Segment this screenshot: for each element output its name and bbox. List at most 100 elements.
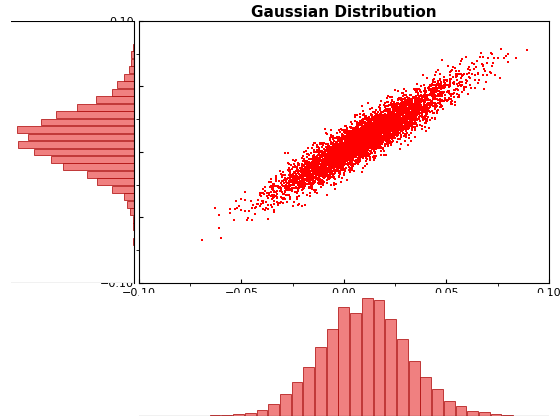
Point	[323, 159, 332, 165]
Point	[349, 152, 358, 158]
Point	[410, 104, 419, 111]
Point	[356, 140, 365, 147]
Point	[349, 139, 358, 146]
Point	[321, 165, 330, 172]
Point	[371, 132, 380, 139]
Point	[342, 150, 351, 157]
Point	[348, 154, 357, 161]
Point	[379, 113, 388, 120]
Point	[403, 102, 412, 108]
Point	[359, 138, 368, 144]
Point	[421, 113, 430, 120]
Point	[374, 116, 383, 123]
Point	[339, 136, 348, 143]
Point	[487, 70, 496, 77]
Point	[402, 104, 410, 111]
Point	[344, 139, 353, 146]
Point	[321, 155, 330, 162]
Point	[405, 117, 414, 124]
Point	[432, 83, 441, 90]
Point	[376, 123, 385, 130]
Point	[344, 149, 353, 155]
Point	[294, 168, 303, 175]
Point	[444, 63, 452, 70]
Point	[407, 138, 416, 145]
Point	[421, 93, 430, 100]
Point	[355, 158, 364, 165]
Point	[351, 161, 360, 168]
Point	[404, 111, 413, 118]
Point	[367, 126, 376, 133]
Point	[309, 173, 318, 179]
Point	[329, 163, 338, 170]
Point	[319, 166, 328, 173]
Point	[465, 82, 474, 89]
Point	[330, 158, 339, 165]
Point	[338, 153, 347, 160]
Point	[423, 94, 432, 101]
Point	[381, 135, 390, 142]
Point	[357, 122, 366, 129]
Point	[408, 97, 417, 104]
Point	[340, 141, 349, 147]
Point	[330, 147, 339, 154]
Point	[377, 115, 386, 121]
Point	[340, 146, 349, 153]
Point	[381, 132, 390, 139]
Point	[363, 134, 372, 141]
Point	[332, 155, 341, 162]
Point	[314, 180, 323, 187]
Point	[388, 122, 396, 129]
Point	[381, 129, 390, 136]
Point	[356, 133, 365, 140]
Point	[376, 120, 385, 127]
Point	[414, 101, 423, 108]
Point	[446, 76, 455, 82]
Point	[372, 131, 381, 138]
Bar	[421, 377, 431, 416]
Point	[421, 108, 430, 115]
Point	[332, 151, 341, 158]
Point	[392, 115, 401, 122]
Point	[321, 169, 330, 176]
Point	[395, 135, 404, 142]
Point	[440, 81, 449, 88]
Point	[306, 159, 315, 166]
Point	[393, 118, 402, 125]
Point	[404, 100, 413, 106]
Point	[359, 147, 368, 153]
Point	[462, 80, 471, 87]
Point	[346, 149, 354, 156]
Point	[416, 82, 425, 89]
Point	[401, 111, 410, 118]
Point	[393, 112, 402, 118]
Point	[365, 126, 374, 132]
Point	[330, 171, 339, 178]
Bar	[112, 186, 134, 193]
Point	[292, 167, 301, 174]
Bar	[467, 411, 478, 416]
Point	[401, 110, 410, 117]
Point	[283, 184, 292, 190]
Point	[301, 175, 310, 182]
Point	[455, 68, 464, 74]
Point	[340, 141, 349, 148]
Point	[420, 94, 429, 101]
Point	[366, 134, 375, 141]
Point	[352, 143, 361, 150]
Point	[412, 109, 421, 116]
Point	[372, 125, 381, 132]
Point	[332, 152, 340, 159]
Point	[358, 145, 367, 152]
Point	[362, 143, 371, 150]
Point	[331, 152, 340, 159]
Point	[325, 152, 334, 159]
Point	[368, 115, 377, 121]
Point	[358, 148, 367, 155]
Point	[379, 135, 388, 142]
Point	[325, 158, 334, 164]
Point	[356, 140, 365, 147]
Point	[326, 152, 335, 159]
Point	[400, 108, 409, 115]
Point	[295, 185, 304, 192]
